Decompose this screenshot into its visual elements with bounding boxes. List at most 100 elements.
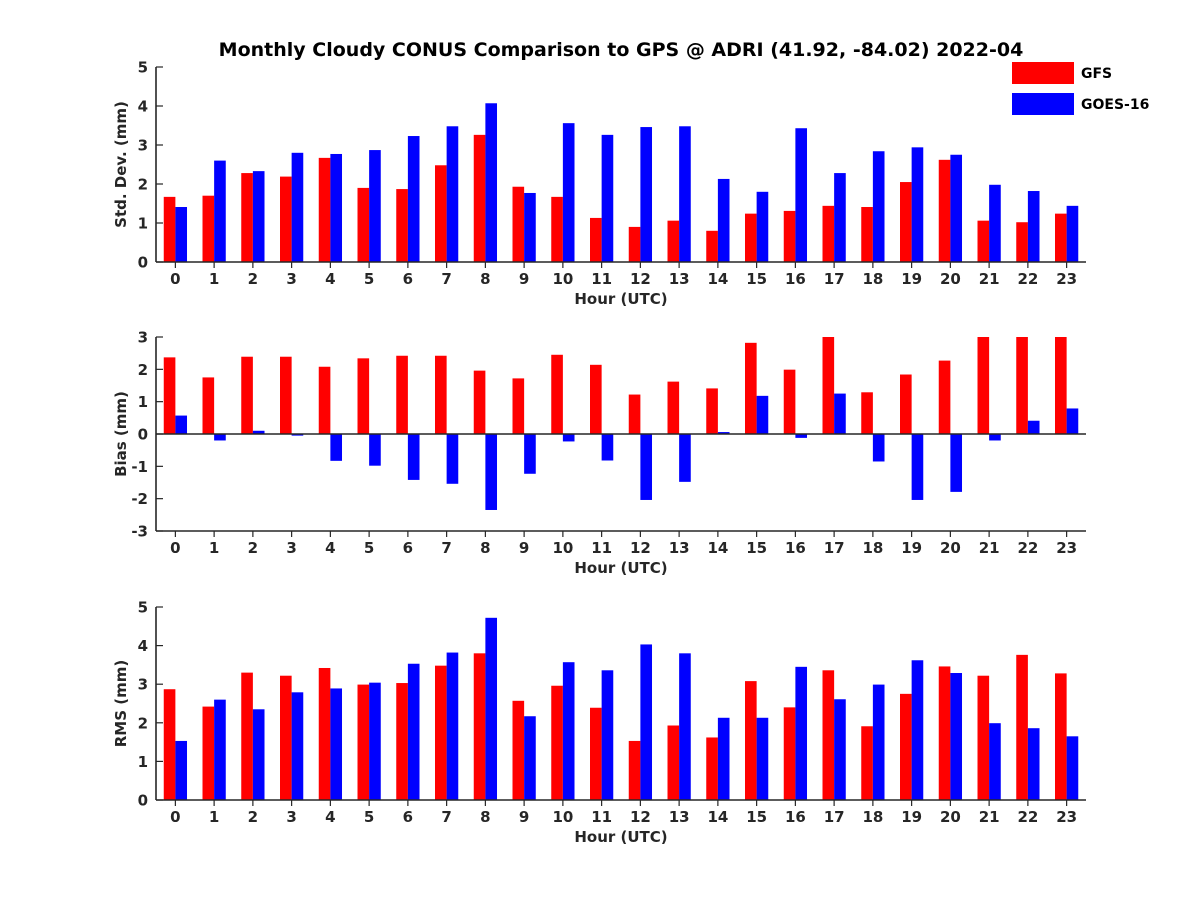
bar-2-goes-16-hour-13	[679, 434, 691, 482]
x-tick-label-3-11: 11	[591, 808, 612, 826]
x-tick-label-1-7: 7	[441, 270, 451, 288]
x-tick-label-1-12: 12	[630, 270, 651, 288]
y-tick-label-3-4: 4	[138, 637, 148, 655]
bar-1-gfs-hour-17	[822, 205, 835, 262]
y-tick-label-1-0: 0	[138, 254, 148, 272]
bar-3-goes-16-hour-10	[562, 662, 575, 800]
x-tick-label-2-13: 13	[669, 539, 690, 557]
x-tick-label-2-11: 11	[591, 539, 612, 557]
x-tick-label-2-20: 20	[940, 539, 961, 557]
bar-2-goes-16-hour-2	[252, 430, 265, 434]
x-tick-label-3-13: 13	[669, 808, 690, 826]
x-tick-label-1-21: 21	[979, 270, 1000, 288]
bar-2-goes-16-hour-3	[291, 434, 304, 436]
bar-1-gfs-hour-8	[473, 134, 486, 262]
bar-2-gfs-hour-16	[783, 369, 796, 434]
bar-1-gfs-hour-21	[977, 220, 990, 262]
legend-swatch-gfs	[1012, 62, 1074, 84]
bar-1-gfs-hour-22	[1016, 222, 1028, 262]
bar-2-gfs-hour-12	[628, 394, 641, 434]
bar-2-gfs-hour-5	[357, 358, 370, 434]
x-tick-label-1-22: 22	[1017, 270, 1038, 288]
bar-1-gfs-hour-3	[280, 176, 292, 262]
bar-2-goes-16-hour-1	[214, 434, 226, 441]
bar-2-goes-16-hour-21	[989, 434, 1001, 441]
x-tick-label-1-1: 1	[209, 270, 219, 288]
x-tick-label-3-20: 20	[940, 808, 961, 826]
bar-2-goes-16-hour-10	[562, 434, 575, 442]
x-tick-label-2-19: 19	[901, 539, 922, 557]
bar-2-gfs-hour-4	[318, 366, 331, 434]
x-tick-label-3-21: 21	[979, 808, 1000, 826]
bar-1-goes-16-hour-1	[214, 160, 226, 262]
bar-3-gfs-hour-7	[435, 665, 447, 800]
bar-1-goes-16-hour-8	[485, 103, 498, 263]
bar-2-gfs-hour-2	[241, 356, 253, 434]
bar-3-goes-16-hour-9	[524, 716, 536, 800]
bar-3-gfs-hour-1	[202, 706, 215, 800]
chart-title: Monthly Cloudy CONUS Comparison to GPS @…	[219, 39, 1024, 61]
bar-1-goes-16-hour-5	[369, 150, 381, 262]
x-tick-label-1-8: 8	[480, 270, 490, 288]
bar-3-gfs-hour-2	[241, 672, 253, 800]
bar-3-goes-16-hour-22	[1027, 728, 1040, 800]
x-tick-label-1-4: 4	[325, 270, 335, 288]
bar-2-goes-16-hour-23	[1066, 408, 1079, 434]
bar-1-gfs-hour-9	[512, 186, 525, 262]
x-tick-label-2-0: 0	[170, 539, 180, 557]
bar-2-gfs-hour-10	[551, 354, 563, 434]
legend-label-gfs: GFS	[1081, 66, 1112, 82]
y-tick-label-2--2: -2	[131, 490, 148, 508]
y-tick-label-3-3: 3	[138, 676, 148, 694]
x-tick-label-2-1: 1	[209, 539, 219, 557]
y-tick-label-2-3: 3	[138, 329, 148, 347]
bar-3-goes-16-hour-1	[214, 699, 226, 800]
bar-3-goes-16-hour-23	[1066, 736, 1079, 800]
bar-3-gfs-hour-14	[706, 737, 718, 800]
y-axis-label-1: Std. Dev. (mm)	[112, 101, 130, 228]
x-tick-label-3-15: 15	[746, 808, 767, 826]
x-axis-label-2: Hour (UTC)	[574, 559, 667, 577]
x-tick-label-1-15: 15	[746, 270, 767, 288]
y-tick-label-1-2: 2	[138, 176, 148, 194]
bar-3-goes-16-hour-8	[485, 617, 498, 800]
bar-2-gfs-hour-7	[435, 355, 447, 434]
bar-2-goes-16-hour-22	[1027, 420, 1040, 434]
x-tick-label-2-17: 17	[824, 539, 845, 557]
x-tick-label-2-22: 22	[1017, 539, 1038, 557]
x-tick-label-1-16: 16	[785, 270, 806, 288]
bar-2-goes-16-hour-5	[369, 434, 381, 466]
bar-3-gfs-hour-0	[163, 689, 176, 800]
x-tick-label-2-6: 6	[403, 539, 413, 557]
bar-1-goes-16-hour-0	[175, 207, 188, 262]
x-tick-label-1-18: 18	[862, 270, 883, 288]
bar-1-goes-16-hour-19	[911, 147, 924, 262]
x-tick-label-1-2: 2	[248, 270, 258, 288]
y-tick-label-3-2: 2	[138, 714, 148, 732]
bar-2-goes-16-hour-12	[640, 434, 653, 500]
x-tick-label-1-17: 17	[824, 270, 845, 288]
bar-2-goes-16-hour-18	[872, 434, 885, 462]
y-tick-label-2--3: -3	[131, 523, 148, 541]
bar-1-goes-16-hour-7	[446, 126, 459, 262]
bar-3-goes-16-hour-16	[795, 666, 808, 800]
bar-2-gfs-hour-19	[900, 374, 912, 434]
x-tick-label-1-23: 23	[1056, 270, 1077, 288]
x-tick-label-3-6: 6	[403, 808, 413, 826]
bar-3-gfs-hour-23	[1055, 673, 1067, 800]
bar-3-goes-16-hour-17	[834, 699, 846, 800]
bar-1-goes-16-hour-20	[950, 154, 963, 262]
x-tick-label-2-5: 5	[364, 539, 374, 557]
bar-3-goes-16-hour-14	[717, 717, 730, 800]
bar-3-gfs-hour-15	[745, 681, 757, 800]
y-tick-label-2-2: 2	[138, 361, 148, 379]
bar-3-gfs-hour-3	[280, 675, 292, 800]
y-axis-label-3: RMS (mm)	[112, 660, 130, 747]
x-tick-label-1-11: 11	[591, 270, 612, 288]
x-tick-label-1-14: 14	[707, 270, 728, 288]
bar-3-gfs-hour-21	[977, 675, 990, 800]
bar-1-gfs-hour-15	[745, 213, 757, 262]
bar-2-goes-16-hour-4	[330, 434, 343, 461]
x-tick-label-3-3: 3	[286, 808, 296, 826]
